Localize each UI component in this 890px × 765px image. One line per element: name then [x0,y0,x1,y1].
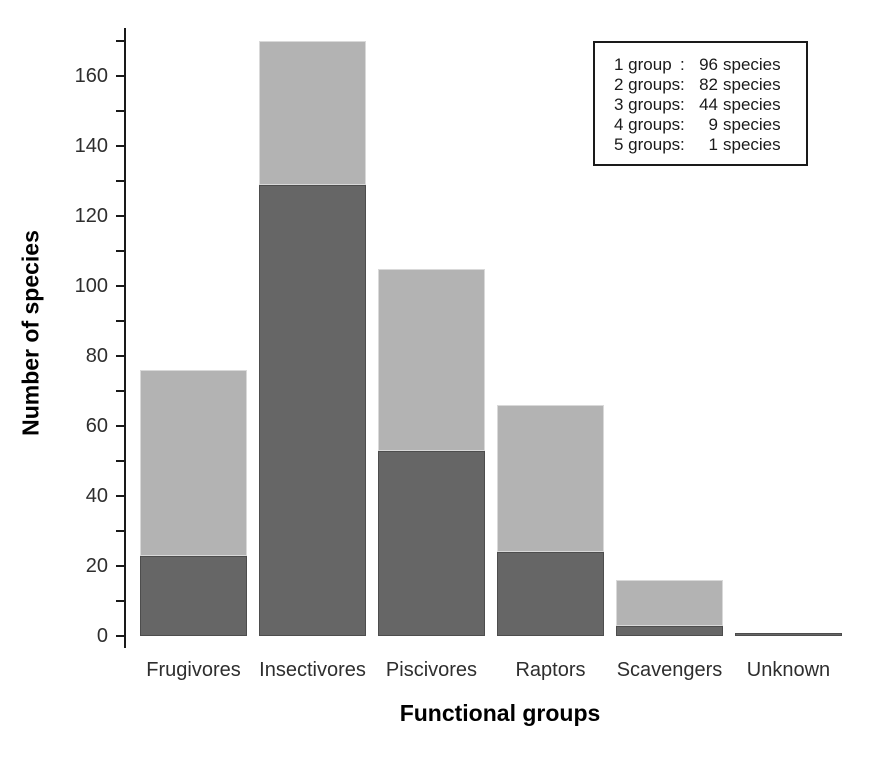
legend-row-unit: species [723,135,781,154]
x-category-label: Scavengers [616,659,723,681]
y-tick [116,355,125,357]
y-tick-label: 100 [74,275,108,297]
y-tick [116,600,125,602]
y-tick-label: 40 [85,485,108,507]
y-tick [116,425,125,427]
y-tick [116,145,125,147]
legend-row-colon: : [680,75,685,94]
x-category-label: Piscivores [385,659,478,681]
bar-piscivores [378,268,485,636]
legend-row-count: 44 [699,95,718,114]
bar-segment-light [140,370,247,556]
legend-row-unit: species [723,55,781,74]
legend-row: 4 groups: 9 species [614,115,806,135]
bar-segment-dark [140,555,247,636]
legend-rows: 1 group:96 species 2 groups:82 species 3 gro… [614,55,806,155]
legend-row-colon: : [680,135,685,154]
legend-row: 3 groups:44 species [614,95,806,115]
legend-row-count: 96 [699,55,718,74]
y-tick [116,75,125,77]
y-tick [116,460,125,462]
y-tick-label: 140 [74,135,108,157]
bar-segment-light [497,405,604,552]
bar-scavengers [616,580,723,636]
y-axis-line [124,28,126,648]
legend-row-colon: : [680,55,685,74]
y-tick [116,495,125,497]
bar-raptors [497,405,604,636]
bar-segment-dark [378,450,485,636]
y-tick [116,110,125,112]
bar-segment-dark [735,632,842,636]
legend-row-label: 1 group [614,55,672,74]
y-tick-label: 80 [85,345,108,367]
legend-row-unit: species [723,95,781,114]
y-tick [116,250,125,252]
legend-row-count: 82 [699,75,718,94]
y-tick [116,285,125,287]
bar-segment-dark [616,625,723,636]
legend-row-label: 3 groups [614,95,681,114]
bar-frugivores [140,370,247,636]
legend-row-label: 2 groups [614,75,681,94]
legend-row: 5 groups: 1 species [614,135,806,155]
x-category-label: Unknown [746,659,831,681]
bar-segment-dark [497,552,604,636]
y-tick-label: 60 [85,415,108,437]
y-tick [116,180,125,182]
y-tick [116,390,125,392]
x-category-label: Insectivores [259,659,366,681]
y-tick-label: 120 [74,205,108,227]
legend-row: 2 groups:82 species [614,75,806,95]
legend-row-colon: : [680,115,685,134]
bar-segment-light [616,580,723,626]
legend-row-label: 5 groups [614,135,681,154]
y-tick [116,565,125,567]
legend-row: 1 group:96 species [614,55,806,75]
x-category-label: Frugivores [146,659,241,681]
legend-row-unit: species [723,75,781,94]
bar-insectivores [259,41,366,636]
y-tick-label: 20 [85,555,108,577]
bar-segment-dark [259,184,366,636]
legend-row-unit: species [723,115,781,134]
y-tick [116,40,125,42]
y-axis-title: Number of species [17,230,44,436]
legend-row-count: 1 [708,135,718,154]
y-tick [116,635,125,637]
y-tick [116,320,125,322]
y-tick-label: 160 [74,65,108,87]
y-tick [116,530,125,532]
y-tick-label: 0 [96,625,108,647]
legend-row-label: 4 groups [614,115,681,134]
legend-box: 1 group:96 species 2 groups:82 species 3 gro… [593,41,808,166]
legend-row-colon: : [680,95,685,114]
bar-segment-light [378,268,485,451]
bar-segment-light [259,41,366,185]
legend-row-count: 9 [708,115,718,134]
x-category-label: Raptors [515,659,586,681]
y-tick [116,215,125,217]
x-axis-title: Functional groups [399,700,601,726]
bar-unknown [735,632,842,636]
